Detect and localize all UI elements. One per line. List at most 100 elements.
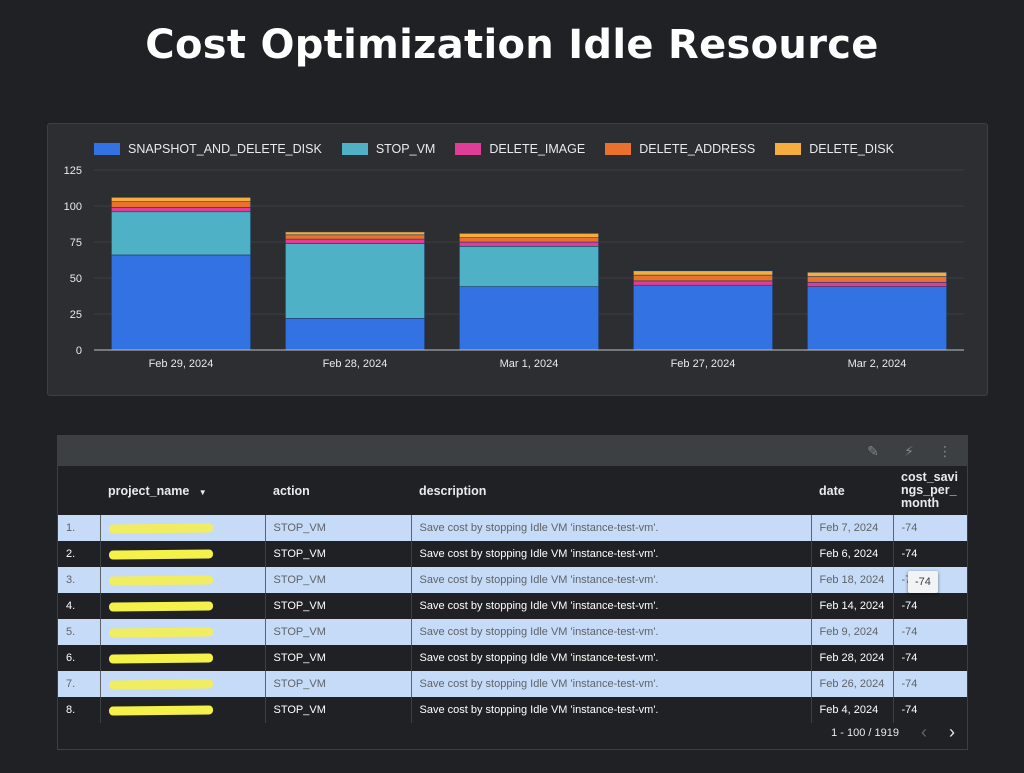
action-cell: STOP_VM [265,697,412,723]
table-toolbar: ✎ ⚡ ⋮ [58,436,967,466]
action-header[interactable]: action [265,466,411,515]
bar-segment [633,284,773,351]
legend-item-snapshot[interactable]: SNAPSHOT_AND_DELETE_DISK [94,142,322,156]
description-cell: Save cost by stopping Idle VM 'instance-… [411,645,812,671]
table-row[interactable]: 1. STOP_VM Save cost by stopping Idle VM '… [58,515,967,541]
redacted-project-name [108,627,213,638]
x-tick-label: Feb 27, 2024 [671,358,736,370]
legend-item-delete-address[interactable]: DELETE_ADDRESS [605,142,755,156]
table-row[interactable]: 5. STOP_VM Save cost by stopping Idle VM '… [58,619,967,645]
project-name-cell [100,645,266,671]
redacted-project-name [108,653,213,664]
description-cell: Save cost by stopping Idle VM 'instance-… [411,593,812,619]
row-index: 8. [58,697,101,723]
table-row[interactable]: 3. STOP_VM Save cost by stopping Idle VM '… [58,567,967,593]
table-header-row: project_name ▼ action description date c… [58,466,967,515]
project-name-header[interactable]: project_name ▼ [100,466,265,515]
project-name-cell [100,541,266,567]
cost-savings-cell: -74 [893,645,967,671]
x-tick-label: Mar 2, 2024 [848,358,907,370]
action-cell: STOP_VM [265,567,412,593]
legend-label: DELETE_ADDRESS [639,142,756,156]
bolt-icon[interactable]: ⚡ [904,442,914,459]
bar-segment [111,211,251,256]
x-tick-label: Mar 1, 2024 [500,358,559,370]
y-tick-label: 0 [76,345,82,357]
y-tick-label: 100 [64,201,82,213]
cost-savings-header[interactable]: cost_savings_per_month [893,466,967,515]
pencil-icon[interactable]: ✎ [867,442,879,459]
action-cell: STOP_VM [265,671,412,697]
date-cell: Feb 14, 2024 [811,593,894,619]
table-row[interactable]: 4. STOP_VM Save cost by stopping Idle VM '… [58,593,967,619]
next-page-icon[interactable]: › [949,722,955,742]
action-cell: STOP_VM [265,593,412,619]
date-cell: Feb 7, 2024 [811,515,894,541]
pagination: 1 - 100 / 1919 ‹ › [831,722,955,743]
project-name-cell [100,671,266,697]
date-cell: Feb 4, 2024 [811,697,894,723]
redacted-project-name [108,575,213,586]
date-cell: Feb 6, 2024 [811,541,894,567]
chart-plot-area: 0 25 50 75 100 125 Feb 29, 2024 Feb 28, 2024 Mar… [64,165,964,370]
prev-page-icon[interactable]: ‹ [921,722,927,742]
project-name-cell [100,619,266,645]
bar-segment [285,231,425,236]
description-cell: Save cost by stopping Idle VM 'instance-… [411,567,812,593]
cost-savings-cell: -74 [893,541,967,567]
bar-segment [807,282,947,287]
cell-tooltip: -74 [908,571,938,593]
table-row[interactable]: 7. STOP_VM Save cost by stopping Idle VM '… [58,671,967,697]
project-name-cell [100,567,266,593]
row-index: 5. [58,619,101,645]
date-cell: Feb 18, 2024 [811,567,894,593]
y-tick-label: 75 [70,237,82,249]
bar-segment [459,286,599,351]
legend-swatch [455,143,482,155]
row-index: 2. [58,541,101,567]
bar-segment [807,276,947,283]
y-tick-label: 125 [64,165,82,177]
bar-segment [459,237,599,243]
legend-swatch [775,143,802,155]
bar-segment [633,270,773,276]
description-cell: Save cost by stopping Idle VM 'instance-… [411,619,812,645]
bar-segment [807,271,947,277]
date-header[interactable]: date [811,466,893,515]
description-header[interactable]: description [411,466,811,515]
sort-desc-icon[interactable]: ▼ [198,487,207,497]
action-cell: STOP_VM [265,619,412,645]
row-index: 3. [58,567,101,593]
bar-segment [633,280,773,286]
bar-segment [285,238,425,244]
cost-savings-cell: -74 [893,515,967,541]
bar-segment [285,234,425,240]
bar-segment [459,233,599,238]
pagination-range: 1 - 100 / 1919 [831,726,899,739]
bar-segment [111,201,251,208]
y-tick-label: 50 [70,273,82,285]
cost-savings-cell: -74 [893,671,967,697]
header-label: project_name [108,483,190,498]
table-row[interactable]: 2. STOP_VM Save cost by stopping Idle VM '… [58,541,967,567]
legend-item-delete-disk[interactable]: DELETE_DISK [775,142,894,156]
table-row[interactable]: 6. STOP_VM Save cost by stopping Idle VM '… [58,645,967,671]
redacted-project-name [108,549,213,560]
legend-label: DELETE_IMAGE [489,142,586,156]
bar-segment [111,197,251,202]
legend-item-delete-image[interactable]: DELETE_IMAGE [455,142,585,156]
legend-swatch [341,143,368,155]
description-cell: Save cost by stopping Idle VM 'instance-… [411,515,812,541]
cost-savings-cell: -74 [893,619,967,645]
legend-item-stop-vm[interactable]: STOP_VM [341,142,435,156]
table-row[interactable]: 8. STOP_VM Save cost by stopping Idle VM '… [58,697,967,723]
bar-segment [285,243,425,319]
stacked-bar-chart: SNAPSHOT_AND_DELETE_DISK STOP_VM DELETE_… [47,123,988,396]
x-tick-label: Feb 29, 2024 [149,358,214,370]
legend-label: DELETE_DISK [809,142,894,156]
more-vert-icon[interactable]: ⋮ [938,442,952,459]
cost-savings-cell: -74 [893,697,967,723]
bar-segment [285,318,425,351]
date-cell: Feb 26, 2024 [811,671,894,697]
page-title: Cost Optimization Idle Resource [145,22,879,68]
